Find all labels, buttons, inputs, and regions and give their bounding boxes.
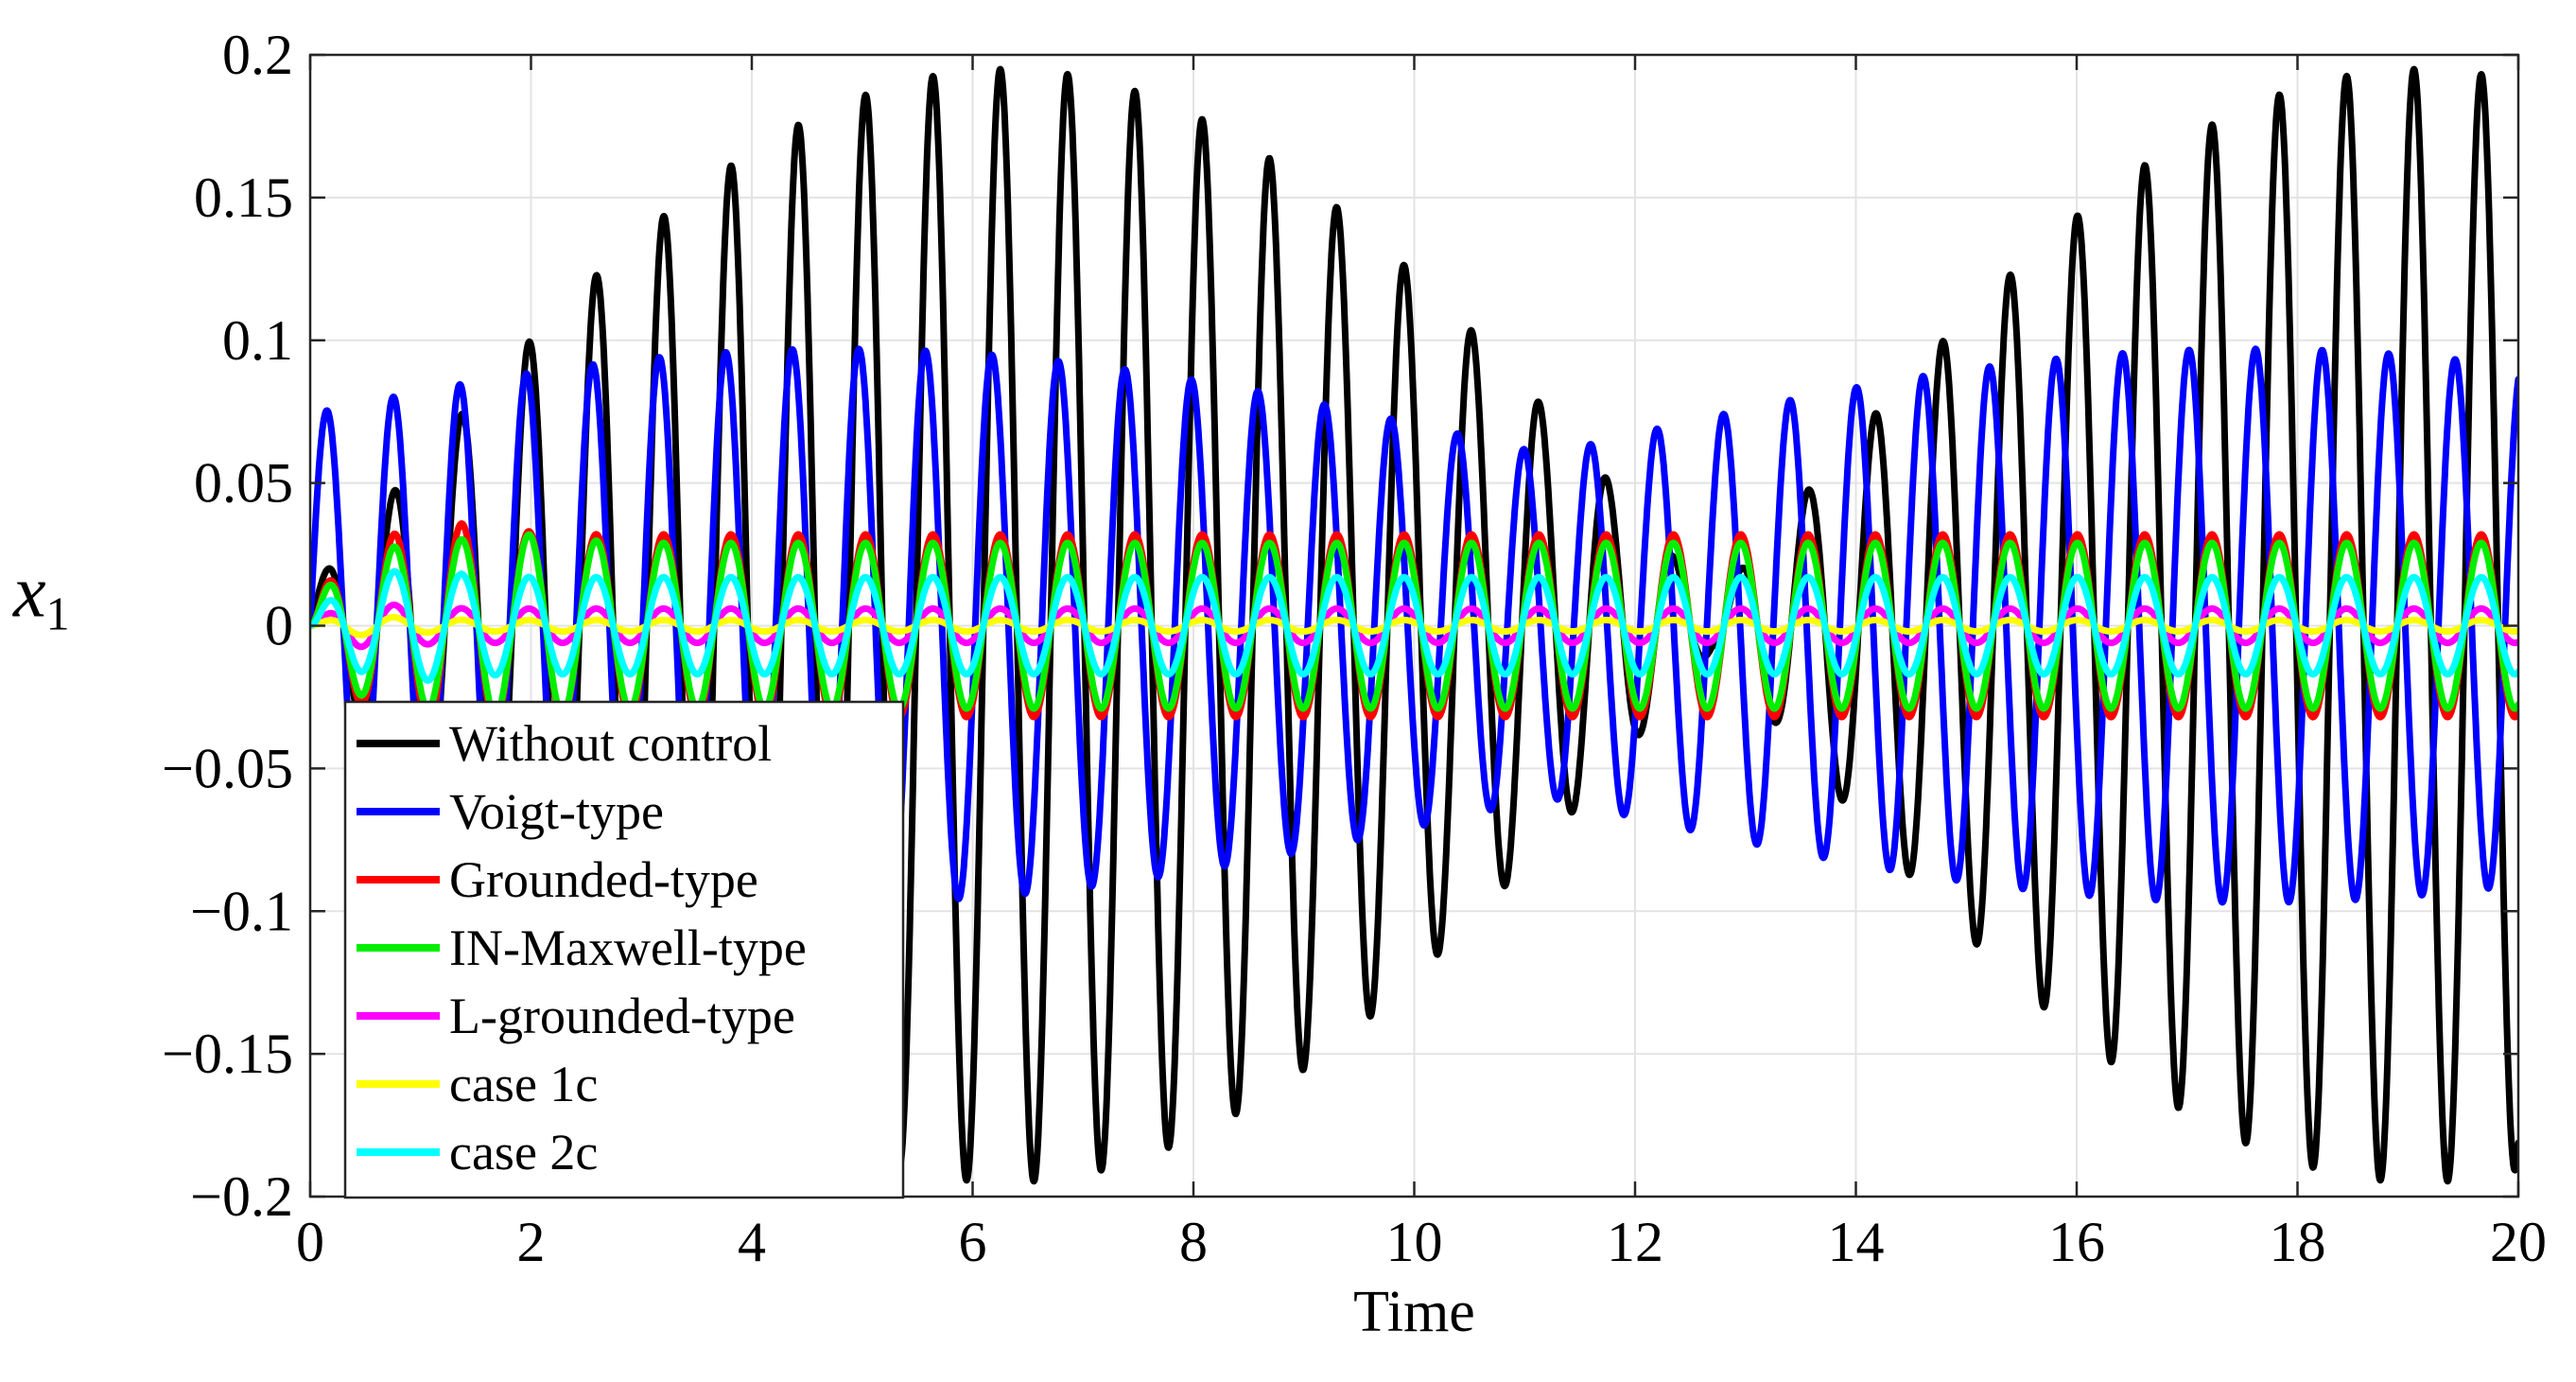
x-tick-label-6: 12 bbox=[1607, 1211, 1663, 1273]
y-tick-label-1: 0.15 bbox=[194, 166, 293, 229]
y-tick-label-7: −0.15 bbox=[162, 1023, 293, 1085]
y-tick-label-2: 0.1 bbox=[222, 309, 293, 372]
x-axis-label: Time bbox=[1353, 1280, 1475, 1344]
legend-label-0: Without control bbox=[449, 715, 772, 772]
legend-label-4: L-grounded-type bbox=[449, 988, 795, 1044]
plot-series bbox=[310, 65, 2518, 1185]
x-tick-label-10: 20 bbox=[2490, 1211, 2547, 1273]
y-tick-label-5: −0.05 bbox=[162, 737, 293, 799]
y-axis-label: x1 bbox=[12, 551, 70, 640]
axis-ticks: 0 2 4 6 8 10 12 14 16 18 20 0.2 0.15 0.1 0.05 0 −0.05 −0.… bbox=[162, 24, 2547, 1273]
y-axis-label-main: x bbox=[12, 551, 46, 633]
series-line-without-control bbox=[310, 65, 2518, 1185]
y-tick-label-0: 0.2 bbox=[222, 24, 293, 86]
series-line-case-2c bbox=[310, 568, 2518, 684]
x-tick-label-2: 4 bbox=[738, 1211, 766, 1273]
legend-label-1: Voigt-type bbox=[449, 783, 664, 840]
x-tick-label-1: 2 bbox=[517, 1211, 546, 1273]
y-tick-label-6: −0.1 bbox=[190, 880, 293, 942]
x-tick-label-9: 18 bbox=[2270, 1211, 2326, 1273]
legend-label-6: case 2c bbox=[449, 1124, 598, 1181]
x-tick-label-3: 6 bbox=[959, 1211, 987, 1273]
legend-label-3: IN-Maxwell-type bbox=[449, 919, 807, 976]
x-tick-label-8: 16 bbox=[2048, 1211, 2105, 1273]
legend-label-5: case 1c bbox=[449, 1056, 598, 1112]
x-tick-label-0: 0 bbox=[296, 1211, 324, 1273]
x-tick-label-5: 10 bbox=[1386, 1211, 1443, 1273]
y-tick-label-4: 0 bbox=[265, 595, 293, 657]
legend-label-2: Grounded-type bbox=[449, 851, 758, 908]
y-tick-label-3: 0.05 bbox=[194, 452, 293, 515]
x-tick-label-7: 14 bbox=[1828, 1211, 1885, 1273]
y-axis-label-subscript: 1 bbox=[46, 587, 70, 640]
x-tick-label-4: 8 bbox=[1179, 1211, 1208, 1273]
y-tick-label-8: −0.2 bbox=[190, 1165, 293, 1228]
legend: Without control Voigt-type Grounded-type IN… bbox=[343, 700, 905, 1199]
series-line-voigt-type bbox=[310, 345, 2518, 906]
